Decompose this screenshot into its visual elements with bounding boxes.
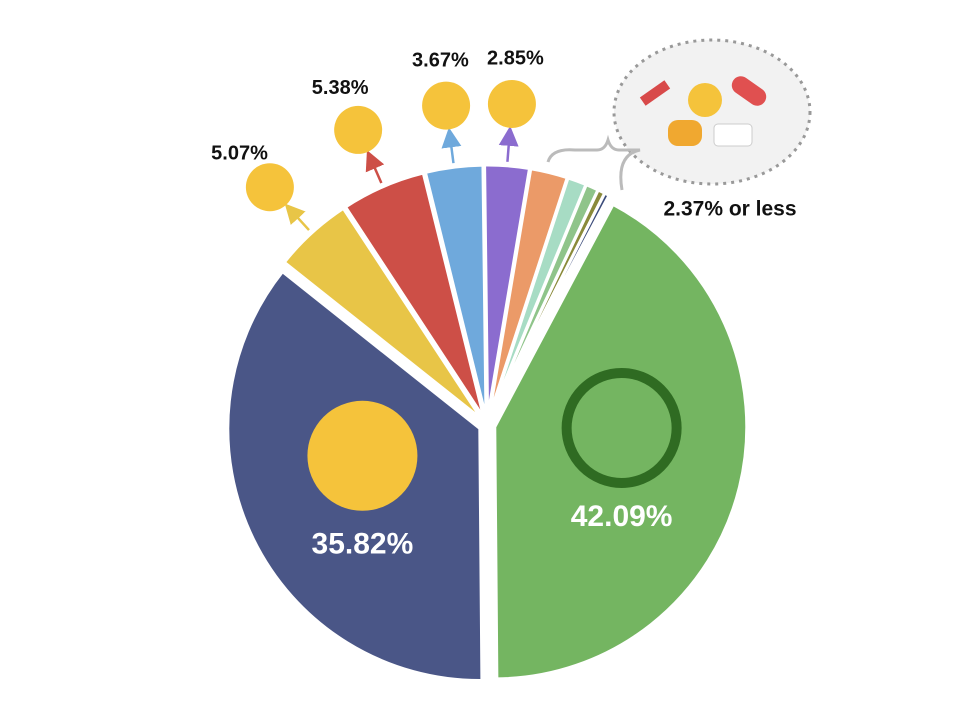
emoji [334,105,383,154]
value-label: 5.07% [211,142,268,164]
emoji [422,81,471,130]
slice [493,202,749,681]
brace [546,134,641,191]
value-label: 2.85% [487,47,544,69]
arrow [498,125,519,162]
emoji [307,400,418,511]
pie [226,163,749,683]
emoji [668,120,702,146]
emoji [245,163,294,212]
value-label: 35.82% [312,528,414,561]
emoji [713,123,753,147]
emoji [561,367,682,488]
decorations: 2.37% or less [546,38,812,221]
value-label: 5.38% [312,77,369,99]
emoji [487,79,536,128]
value-label: 3.67% [412,49,469,71]
arrow [284,203,310,231]
annotation: 2.37% or less [663,198,796,221]
emoji [639,80,671,106]
slice [343,171,486,419]
arrow [365,150,385,184]
slice [489,191,612,419]
slice [282,206,483,421]
emoji [688,83,722,117]
slice [423,163,488,418]
emoji [731,76,767,106]
value-label: 42.09% [571,500,673,533]
arrow [441,127,462,164]
